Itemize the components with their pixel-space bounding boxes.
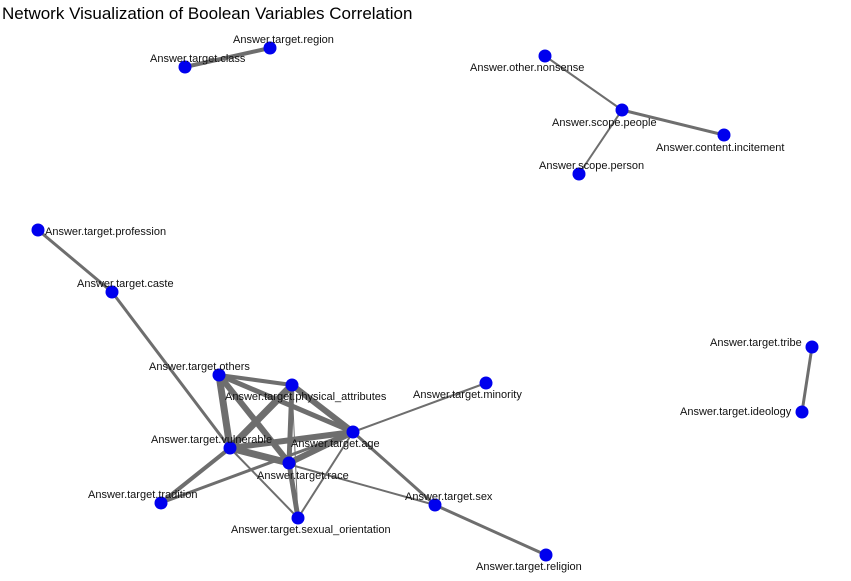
- node-physical[interactable]: [285, 378, 299, 392]
- edge-layer: [36, 46, 814, 557]
- node-minority[interactable]: [479, 376, 493, 390]
- edge-race-sexual: [286, 460, 301, 521]
- node-label-minority: Answer.target.minority: [413, 389, 522, 401]
- edge-physical-vulnerable: [226, 381, 296, 452]
- node-profession[interactable]: [31, 223, 45, 237]
- node-nonsense[interactable]: [538, 49, 552, 63]
- node-label-class: Answer.target.class: [150, 53, 246, 65]
- node-label-vulnerable: Answer.target.vulnerable: [151, 434, 272, 446]
- node-label-sex: Answer.target.sex: [405, 491, 493, 503]
- edge-age-tradition: [159, 430, 355, 505]
- edge-physical-race: [286, 382, 295, 466]
- edge-nonsense-people: [544, 55, 623, 111]
- chart-title: Network Visualization of Boolean Variabl…: [2, 4, 413, 23]
- node-race[interactable]: [282, 456, 296, 470]
- node-label-others: Answer.target.others: [149, 361, 250, 373]
- node-label-incitement: Answer.content.incitement: [656, 142, 784, 154]
- edge-vulnerable-sex: [229, 447, 436, 506]
- node-label-physical: Answer.target.physical_attributes: [225, 391, 387, 403]
- node-label-caste: Answer.target.caste: [77, 278, 174, 290]
- node-person[interactable]: [572, 167, 586, 181]
- node-others[interactable]: [212, 368, 226, 382]
- edge-others-age: [216, 372, 356, 435]
- node-label-tradition: Answer.target.tradition: [88, 489, 197, 501]
- node-religion[interactable]: [539, 548, 553, 562]
- node-label-region: Answer.target.region: [233, 34, 334, 46]
- edge-age-sex: [351, 430, 437, 507]
- node-caste[interactable]: [105, 285, 119, 299]
- node-label-race: Answer.target.race: [257, 470, 349, 482]
- edge-profession-caste: [36, 228, 114, 294]
- label-layer: Answer.target.class Answer.target.region A…: [45, 34, 802, 573]
- node-label-ideology: Answer.target.ideology: [680, 406, 792, 418]
- edge-vulnerable-sexual: [229, 447, 299, 519]
- node-vulnerable[interactable]: [223, 441, 237, 455]
- edge-class-region: [183, 46, 272, 69]
- node-label-sexual: Answer.target.sexual_orientation: [231, 524, 391, 536]
- node-incitement[interactable]: [717, 128, 731, 142]
- edge-people-incitement: [620, 108, 726, 137]
- edge-people-person: [578, 109, 623, 175]
- edge-tribe-ideology: [800, 345, 814, 414]
- edge-sex-religion: [433, 503, 548, 557]
- node-label-tribe: Answer.target.tribe: [710, 337, 802, 349]
- node-sexual[interactable]: [291, 511, 305, 525]
- node-tribe[interactable]: [805, 340, 819, 354]
- edge-vulnerable-age: [227, 429, 356, 451]
- edge-others-physical: [217, 373, 294, 387]
- edge-caste-vulnerable: [110, 290, 232, 450]
- node-region[interactable]: [263, 41, 277, 55]
- edge-physical-age: [289, 382, 356, 435]
- edge-physical-sexual: [291, 384, 299, 519]
- node-layer: [31, 41, 819, 562]
- edge-age-minority: [352, 382, 487, 433]
- node-label-nonsense: Answer.other.nonsense: [470, 62, 584, 74]
- node-label-religion: Answer.target.religion: [476, 561, 582, 573]
- edge-vulnerable-tradition: [159, 446, 232, 505]
- node-label-profession: Answer.target.profession: [45, 226, 166, 238]
- node-age[interactable]: [346, 425, 360, 439]
- node-people[interactable]: [615, 103, 629, 117]
- node-label-age: Answer.target.age: [291, 438, 380, 450]
- node-ideology[interactable]: [795, 405, 809, 419]
- node-class[interactable]: [178, 60, 192, 74]
- node-tradition[interactable]: [154, 496, 168, 510]
- node-sex[interactable]: [428, 498, 442, 512]
- node-label-person: Answer.scope.person: [539, 160, 644, 172]
- node-label-people: Answer.scope.people: [552, 117, 657, 129]
- edge-others-vulnerable: [215, 371, 234, 452]
- edge-age-sexual: [297, 431, 354, 519]
